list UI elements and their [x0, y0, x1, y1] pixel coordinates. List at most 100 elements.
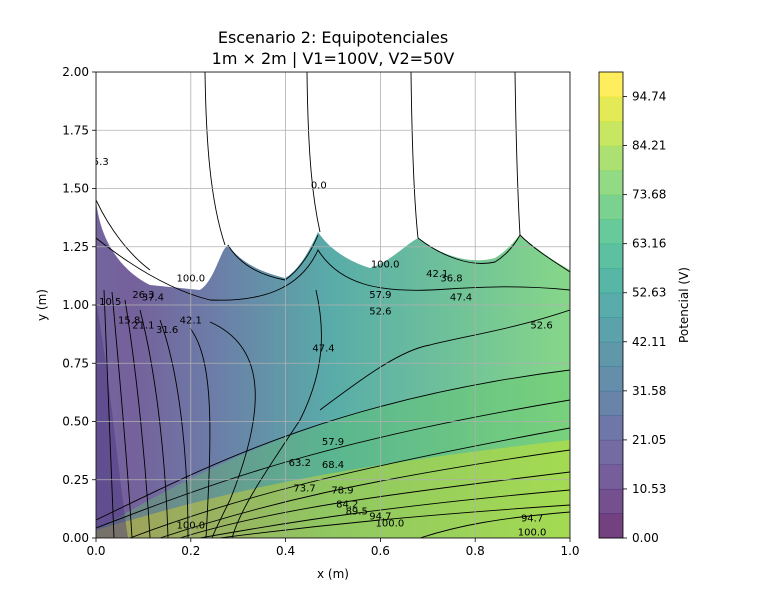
- y-tick-label: 2.00: [62, 65, 89, 79]
- contour-line: [209, 321, 256, 538]
- contour-label: 0.0: [311, 181, 327, 192]
- contour-label: 52.6: [530, 320, 552, 331]
- contour-line: [419, 511, 570, 538]
- contour-label: 100.0: [176, 274, 205, 285]
- y-tick-label: 1.25: [62, 240, 89, 254]
- colorbar-tick-label: 10.53: [632, 482, 666, 496]
- contour-label: 36.8: [440, 274, 462, 285]
- contour-line: [179, 471, 570, 538]
- colorbar-segment: [599, 96, 623, 122]
- contour-label: 42.1: [180, 316, 202, 327]
- contour-label: 47.4: [312, 344, 334, 355]
- colorbar-ticks: 0.00 10.53 21.05 31.58 42.11 52.63 63.16 73.68 8…: [623, 90, 666, 545]
- colorbar-segment: [599, 292, 623, 318]
- contour-label: 52.6: [369, 306, 391, 317]
- contour-label: 94.7: [369, 511, 391, 522]
- contour-label: 37.4: [142, 292, 164, 303]
- colorbar-segment: [599, 243, 623, 269]
- colorbar-tick-label: 94.74: [632, 90, 666, 104]
- colorbar-segment: [599, 366, 623, 392]
- colorbar-label: Potencial (V): [677, 267, 691, 343]
- colorbar-segment: [599, 145, 623, 171]
- contour-line: [124, 299, 151, 538]
- contour-labels: 0.0 5.3 10.5 15.821.1 26.3 31.6 37.4 42.1 47.4 52…: [93, 157, 553, 539]
- chart-title-line1: Escenario 2: Equipotenciales: [218, 28, 448, 47]
- contour-line: [319, 309, 570, 411]
- contour-line: [96, 369, 570, 521]
- x-tick-label: 0.4: [276, 544, 295, 558]
- contour-label: 63.2: [289, 458, 311, 469]
- colorbar-tick-label: 21.05: [632, 433, 666, 447]
- colorbar-tick-label: 42.11: [632, 335, 666, 349]
- contour-label: 5.3: [93, 157, 109, 168]
- contour-label: 68.4: [322, 460, 344, 471]
- colorbar-segment: [599, 390, 623, 416]
- colorbar-segment: [599, 72, 623, 98]
- contour-line: [159, 319, 189, 538]
- y-tick-label: 0.25: [62, 473, 89, 487]
- colorbar-tick-label: 52.63: [632, 286, 666, 300]
- contour-label: 73.7: [293, 483, 315, 494]
- colorbar-tick-label: 31.58: [632, 384, 666, 398]
- contour-line: [417, 234, 521, 264]
- colorbar-segment: [599, 121, 623, 147]
- contour-label: 94.7: [521, 514, 543, 525]
- contour-line: [96, 399, 570, 529]
- contour-label: 15.8: [118, 316, 140, 327]
- colorbar-segment: [599, 464, 623, 490]
- contour-line: [514, 72, 521, 236]
- contour-line: [204, 72, 226, 246]
- chart-title-line2: 1m × 2m | V1=100V, V2=50V: [212, 49, 455, 68]
- contour-line: [199, 489, 570, 538]
- contour-line: [189, 327, 211, 538]
- colorbar-segment: [599, 268, 623, 294]
- mid-potential-band: [96, 370, 570, 530]
- contour-label: 100.0: [371, 260, 400, 271]
- contour-line: [231, 289, 322, 538]
- colorbar-segment: [599, 439, 623, 465]
- colorbar-segment: [599, 488, 623, 514]
- contour-lines: [96, 72, 570, 538]
- contour-label: 78.9: [331, 486, 353, 497]
- contour-line: [410, 72, 419, 239]
- contour-label: 57.9: [369, 290, 391, 301]
- colorbar-segment: [599, 170, 623, 196]
- contour-line: [219, 504, 570, 538]
- x-tick-label: 1.0: [560, 544, 579, 558]
- low-potential-band: [96, 300, 128, 538]
- contour-line: [96, 199, 151, 271]
- x-tick-label: 0.6: [371, 544, 390, 558]
- contour-label: 47.4: [450, 292, 472, 303]
- contour-label: 42.1: [426, 269, 448, 280]
- contour-line: [519, 234, 570, 273]
- colorbar-tick-label: 84.21: [632, 139, 666, 153]
- contour-line: [139, 309, 169, 538]
- x-axis-label: x (m): [317, 567, 349, 581]
- contour-label: 21.1: [132, 320, 154, 331]
- contour-line: [96, 237, 570, 301]
- colorbar-tick-label: 63.16: [632, 237, 666, 251]
- contour-label: 100.0: [518, 528, 547, 539]
- contour-label: 26.3: [132, 290, 154, 301]
- y-tick-label: 0.50: [62, 415, 89, 429]
- contour-label: 84.2: [336, 500, 358, 511]
- contour-line: [129, 427, 570, 538]
- contour-line: [111, 291, 133, 538]
- colorbar-tick-label: 73.68: [632, 188, 666, 202]
- y-axis-label: y (m): [35, 289, 49, 321]
- contour-line: [227, 234, 319, 281]
- x-ticks: 0.0 0.2 0.4 0.6 0.8 1.0: [86, 538, 580, 558]
- contour-label: 100.0: [176, 521, 205, 532]
- colorbar-segment: [599, 219, 623, 245]
- potential-field: [96, 200, 570, 538]
- colorbar-segment: [599, 317, 623, 343]
- contour-label: 57.9: [322, 437, 344, 448]
- plot-area: 0.0 5.3 10.5 15.821.1 26.3 31.6 37.4 42.1 47.4 52…: [93, 72, 570, 539]
- colorbar-frame: [598, 71, 624, 539]
- contour-label: 10.5: [99, 297, 121, 308]
- colorbar: [598, 71, 624, 539]
- colorbar-segment: [599, 341, 623, 367]
- x-tick-label: 0.2: [181, 544, 200, 558]
- y-tick-label: 1.75: [62, 123, 89, 137]
